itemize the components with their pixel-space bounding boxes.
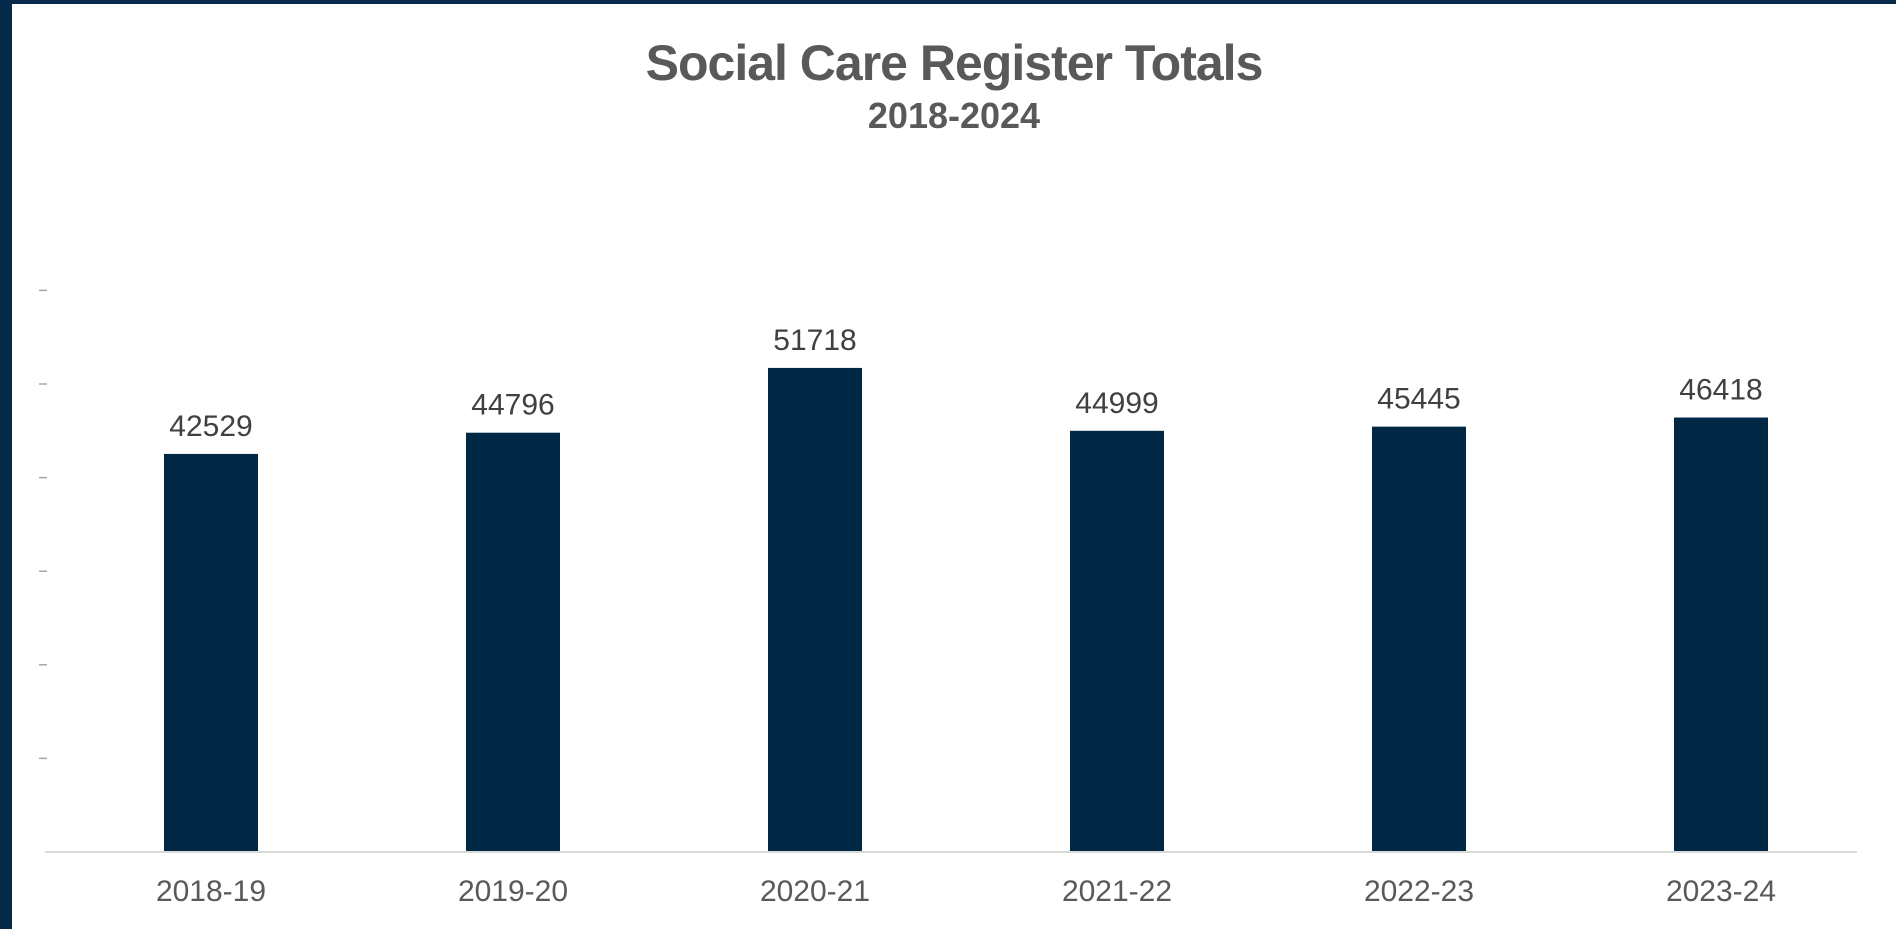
data-label: 51718 <box>773 324 856 357</box>
bar <box>1372 426 1466 852</box>
x-tick-label: 2020-21 <box>760 875 870 908</box>
x-tick-label: 2021-22 <box>1062 875 1172 908</box>
bar-chart: 42529 2018-19 44796 2019-20 51718 2020-21 4499… <box>39 289 1857 908</box>
x-tick-label: 2023-24 <box>1666 875 1776 908</box>
bar <box>1070 430 1164 852</box>
x-tick-label: 2018-19 <box>156 875 266 908</box>
data-label: 42529 <box>169 410 252 443</box>
chart-title: Social Care Register Totals <box>645 35 1264 91</box>
bar <box>768 367 862 852</box>
chart-subtitle: 2018-2024 <box>867 95 1041 136</box>
bar <box>164 453 258 852</box>
chart-panel: Social Care Register Totals 2018-2024 42… <box>12 4 1896 929</box>
data-label: 44999 <box>1075 387 1158 420</box>
data-label: 44796 <box>471 389 554 422</box>
x-tick-label: 2019-20 <box>458 875 568 908</box>
bar <box>1674 417 1768 852</box>
data-label: 45445 <box>1377 383 1460 416</box>
x-tick-label: 2022-23 <box>1364 875 1474 908</box>
data-label: 46418 <box>1679 374 1762 407</box>
bar <box>466 432 560 852</box>
